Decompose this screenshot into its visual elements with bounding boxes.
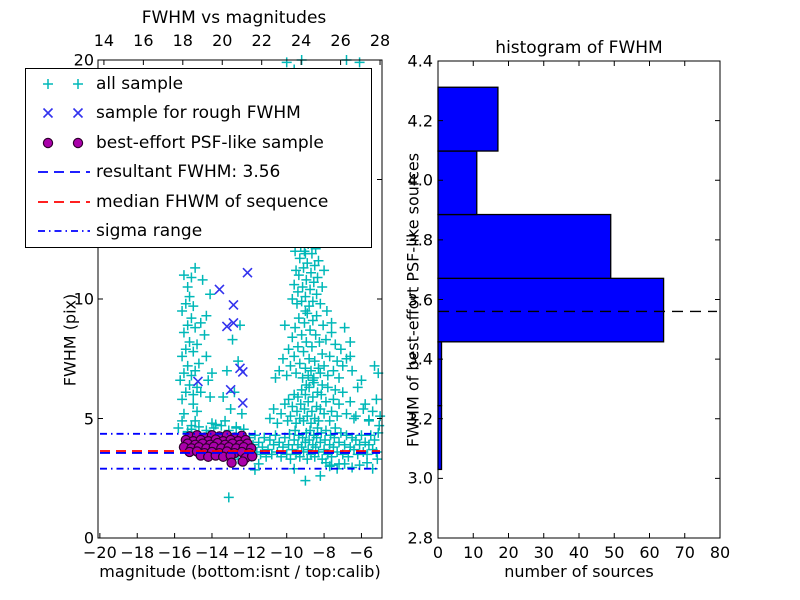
tick-label: 4.2 [407,111,433,131]
legend-label: sample for rough FWHM [96,103,301,124]
tick-label: 20 [212,31,233,50]
tick-label: −20 [82,543,117,562]
tick-label: 40 [568,543,590,562]
tick-label: −14 [195,543,229,562]
tick-label: 3.2 [407,409,433,429]
tick-label: 5 [83,409,94,428]
blue-dashed-line-icon [38,171,90,174]
tick-label: 50 [604,543,625,562]
tick-label: −8 [312,543,336,562]
legend-label: best-effort PSF-like sample [96,132,324,153]
x-marker-icon [42,108,84,119]
plus-marker-icon [43,78,83,89]
tick-label: 3.4 [407,349,433,369]
tick-label: 3.6 [407,290,433,309]
legend: all sample sample for rough FWHM best-ef… [25,68,372,248]
legend-item-rough-fwhm-sample: sample for rough FWHM [26,99,371,129]
legend-label: sigma range [96,221,203,242]
tick-label: 16 [133,31,154,50]
tick-label: 3.8 [407,230,433,250]
tick-label: 24 [290,31,312,50]
legend-item-resultant-fwhm: resultant FWHM: 3.56 [26,158,371,188]
blue-dashdot-line-icon [38,230,90,233]
tick-label: 22 [251,31,272,50]
tick-label: 2.8 [407,528,433,548]
tick-label: 70 [674,543,695,562]
legend-item-median-fwhm: median FHWM of sequence [26,187,371,217]
tick-label: −16 [157,543,192,562]
legend-label: resultant FWHM: 3.56 [96,162,281,183]
legend-item-psf-sample: best-effort PSF-like sample [26,128,371,158]
tick-label: 0 [83,528,94,548]
tick-label: 0 [432,543,444,562]
tick-label: −6 [349,543,374,562]
tick-label: 14 [93,31,115,50]
tick-label: 80 [709,543,731,562]
tick-label: 26 [330,31,351,50]
tick-label: 20 [498,543,519,562]
tick-label: 20 [73,50,94,70]
tick-label: −12 [232,543,267,562]
tick-label: −18 [120,543,155,562]
legend-label: all sample [96,73,184,94]
legend-item-sigma-range: sigma range [26,217,371,247]
tick-label: 60 [639,543,660,562]
tick-label: 30 [533,543,554,562]
right-plot-title: histogram of FWHM [495,38,663,58]
tick-label: 28 [369,31,391,50]
legend-item-all-sample: all sample [26,69,371,99]
tick-label: 10 [73,289,94,309]
circle-marker-icon [42,137,84,148]
right-plot-xlabel: number of sources [504,562,654,581]
tick-label: 4.0 [407,170,433,190]
red-dashed-line-icon [38,200,90,203]
legend-label: median FHWM of sequence [96,191,329,212]
tick-label: −10 [269,543,304,562]
tick-label: 4.4 [407,51,433,71]
tick-label: 3.0 [407,468,433,488]
tick-label: 18 [172,31,193,50]
left-plot-xlabel: magnitude (bottom:isnt / top:calib) [99,562,381,581]
tick-label: 10 [463,543,484,562]
left-plot-title: FWHM vs magnitudes [141,8,327,28]
